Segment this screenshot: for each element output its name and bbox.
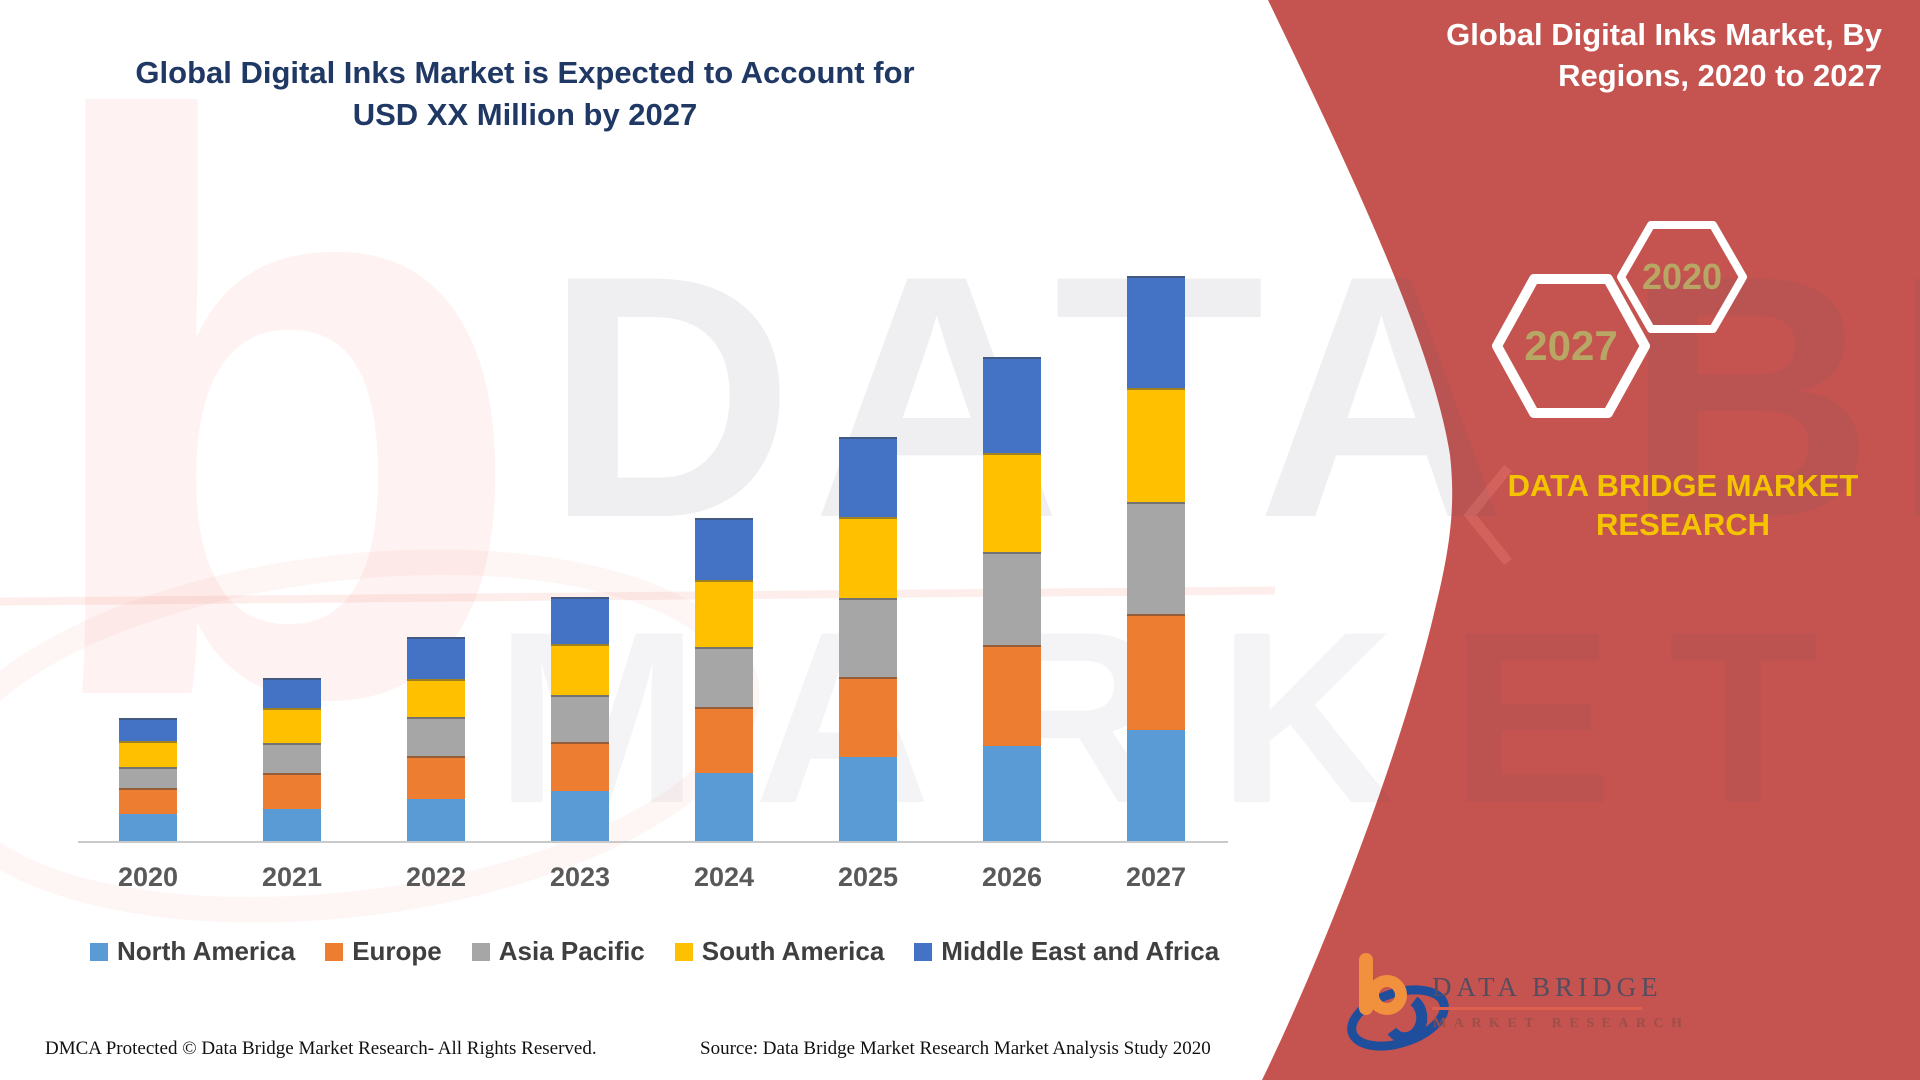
bar-segment-2020-north-america bbox=[119, 814, 177, 841]
bar-segment-2025-middle-east-and-africa bbox=[839, 437, 897, 517]
logo-name-text: DATA BRIDGE bbox=[1432, 972, 1663, 1002]
bar-segment-2027-south-america bbox=[1127, 388, 1185, 502]
bar-segment-2022-europe bbox=[407, 756, 465, 799]
chart-title: Global Digital Inks Market is Expected t… bbox=[135, 55, 915, 132]
bar-segment-2023-middle-east-and-africa bbox=[551, 597, 609, 644]
logo-sub-text: MARKET RESEARCH bbox=[1433, 1016, 1690, 1031]
logo-d-bowl bbox=[1387, 996, 1428, 1044]
bar-segment-2027-north-america bbox=[1127, 730, 1185, 841]
x-axis-line bbox=[78, 841, 1228, 843]
bar-segment-2021-europe bbox=[263, 773, 321, 809]
legend-item-north-america: North America bbox=[90, 936, 295, 967]
x-axis-label-2025: 2025 bbox=[837, 862, 899, 892]
panel-title-line2: Regions, 2020 to 2027 bbox=[1558, 58, 1882, 93]
bar-segment-2021-middle-east-and-africa bbox=[263, 678, 321, 708]
x-axis-label-2026: 2026 bbox=[981, 862, 1043, 892]
legend-swatch-icon bbox=[325, 942, 344, 961]
brand-line1: DATA BRIDGE MARKET bbox=[1507, 468, 1859, 503]
logo-b-bowl bbox=[1367, 975, 1407, 1015]
hexagon-2027-label: 2027 bbox=[1524, 322, 1617, 369]
bar-segment-2024-europe bbox=[695, 707, 753, 773]
legend-item-south-america: South America bbox=[674, 936, 885, 967]
bar-segment-2025-south-america bbox=[839, 517, 897, 598]
watermark-text-line1: DATA BRIDGE bbox=[545, 205, 1920, 590]
legend-swatch-icon bbox=[471, 942, 490, 961]
bar-segment-2022-north-america bbox=[407, 799, 465, 841]
legend-item-middle-east-and-africa: Middle East and Africa bbox=[914, 936, 1219, 967]
chevron-decoration bbox=[1463, 464, 1512, 566]
bar-segment-2024-south-america bbox=[695, 580, 753, 647]
x-axis-label-2021: 2021 bbox=[261, 862, 323, 892]
legend-label: South America bbox=[701, 936, 885, 966]
bar-segment-2023-asia-pacific bbox=[551, 695, 609, 742]
legend-swatch-icon bbox=[674, 942, 693, 961]
legend-label: Europe bbox=[352, 936, 442, 966]
legend-label: Middle East and Africa bbox=[941, 936, 1220, 966]
bar-segment-2021-south-america bbox=[263, 708, 321, 743]
panel-title-line1: Global Digital Inks Market, By bbox=[1446, 17, 1882, 52]
bar-segment-2020-europe bbox=[119, 788, 177, 814]
hexagon-2027 bbox=[1492, 274, 1650, 418]
brand-line2: RESEARCH bbox=[1596, 507, 1770, 542]
bar-segment-2021-asia-pacific bbox=[263, 743, 321, 773]
legend-swatch-icon bbox=[914, 942, 933, 961]
source-note: Source: Data Bridge Market Research Mark… bbox=[700, 1038, 1211, 1059]
bar-segment-2020-south-america bbox=[119, 741, 177, 767]
bar-segment-2022-asia-pacific bbox=[407, 717, 465, 756]
bar-segment-2020-middle-east-and-africa bbox=[119, 718, 177, 741]
bar-segment-2022-south-america bbox=[407, 679, 465, 717]
chart-legend: North America Europe Asia Pacific South Ame… bbox=[90, 936, 1219, 967]
legend-label: Asia Pacific bbox=[498, 936, 645, 966]
bar-segment-2027-europe bbox=[1127, 614, 1185, 730]
bar-segment-2026-europe bbox=[983, 645, 1041, 746]
x-axis-label-2027: 2027 bbox=[1125, 862, 1187, 892]
bar-segment-2025-asia-pacific bbox=[839, 598, 897, 677]
bar-segment-2024-north-america bbox=[695, 773, 753, 841]
bar-segment-2027-asia-pacific bbox=[1127, 502, 1185, 614]
legend-item-europe: Europe bbox=[325, 936, 442, 967]
x-axis-label-2024: 2024 bbox=[693, 862, 755, 892]
panel-title: Global Digital Inks Market, By Regions, … bbox=[1322, 14, 1882, 96]
bar-segment-2020-asia-pacific bbox=[119, 767, 177, 788]
legend-item-asia-pacific: Asia Pacific bbox=[471, 936, 645, 967]
x-axis-label-2022: 2022 bbox=[405, 862, 467, 892]
hexagon-2020-label: 2020 bbox=[1642, 256, 1722, 297]
bar-segment-2026-south-america bbox=[983, 453, 1041, 552]
dmca-notice: DMCA Protected © Data Bridge Market Rese… bbox=[45, 1038, 597, 1059]
bar-segment-2026-asia-pacific bbox=[983, 552, 1041, 645]
bar-segment-2026-middle-east-and-africa bbox=[983, 357, 1041, 453]
brand-name-yellow: DATA BRIDGE MARKET RESEARCH bbox=[1453, 466, 1913, 544]
red-panel-shape bbox=[1262, 0, 1920, 1080]
legend-label: North America bbox=[117, 936, 296, 966]
bar-segment-2022-middle-east-and-africa bbox=[407, 637, 465, 679]
bar-segment-2021-north-america bbox=[263, 809, 321, 841]
legend-swatch-icon bbox=[90, 942, 108, 961]
bar-segment-2025-europe bbox=[839, 677, 897, 757]
bar-segment-2023-south-america bbox=[551, 644, 609, 695]
bar-segment-2027-middle-east-and-africa bbox=[1127, 276, 1185, 388]
bar-segment-2025-north-america bbox=[839, 757, 897, 841]
bar-segment-2024-asia-pacific bbox=[695, 647, 753, 707]
bar-segment-2023-north-america bbox=[551, 791, 609, 841]
x-axis-label-2023: 2023 bbox=[549, 862, 611, 892]
logo-underline bbox=[1432, 1007, 1642, 1010]
hexagon-2020 bbox=[1617, 221, 1747, 333]
bar-segment-2026-north-america bbox=[983, 746, 1041, 841]
x-axis-label-2020: 2020 bbox=[117, 862, 179, 892]
bar-segment-2023-europe bbox=[551, 742, 609, 791]
bar-segment-2024-middle-east-and-africa bbox=[695, 518, 753, 580]
